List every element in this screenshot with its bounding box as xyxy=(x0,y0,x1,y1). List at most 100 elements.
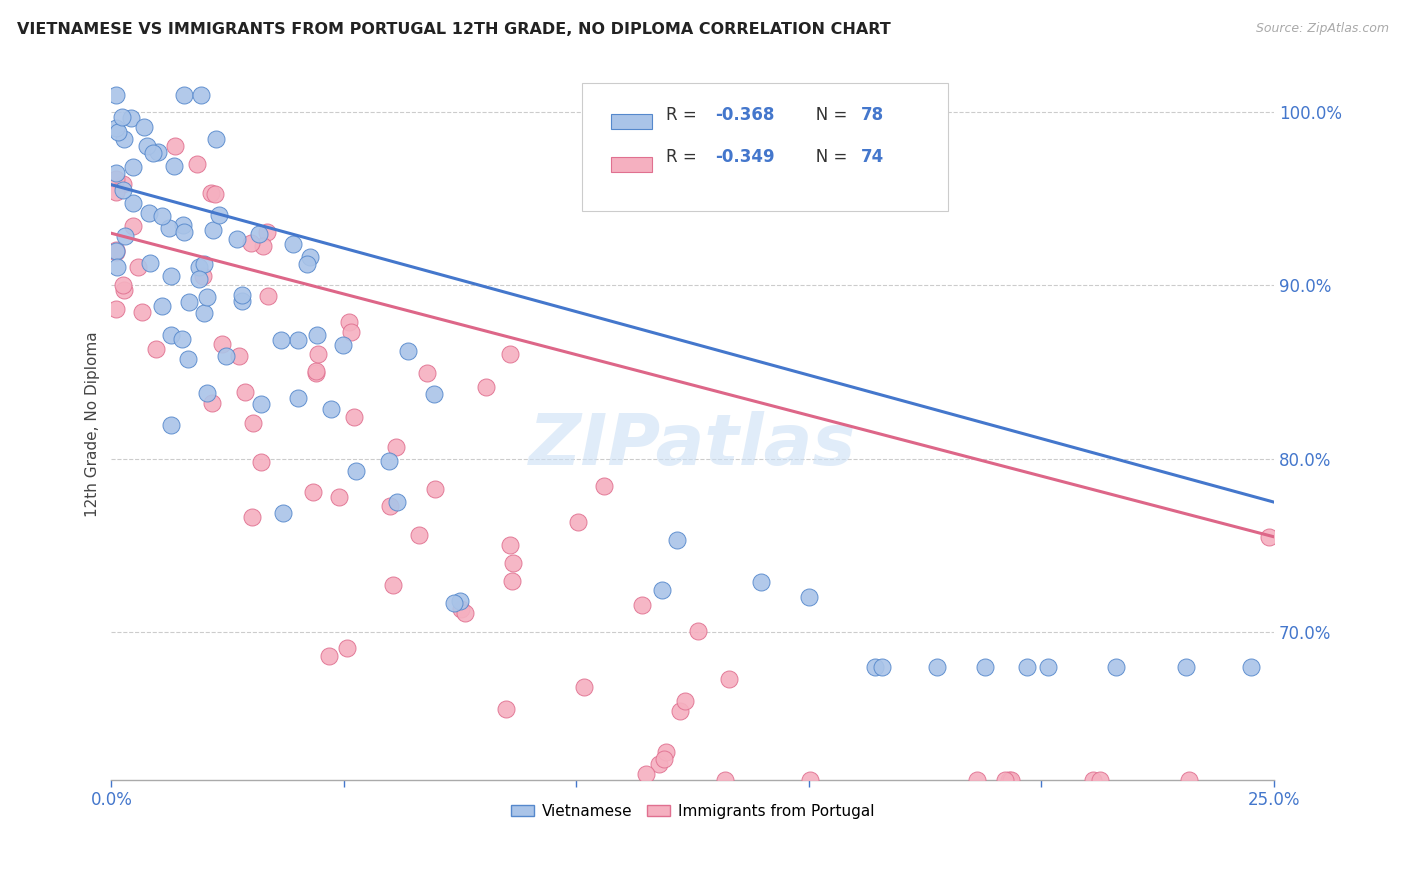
Point xyxy=(172,218,194,232)
Point xyxy=(205,132,228,146)
Point xyxy=(105,301,128,316)
Point xyxy=(863,660,886,674)
Point xyxy=(121,196,143,211)
Point xyxy=(652,752,675,766)
Text: 78: 78 xyxy=(862,106,884,124)
Y-axis label: 12th Grade, No Diploma: 12th Grade, No Diploma xyxy=(86,331,100,516)
Point xyxy=(187,272,209,286)
Point xyxy=(193,305,215,319)
Point xyxy=(256,225,278,239)
Point xyxy=(105,244,128,258)
Point xyxy=(1174,660,1197,674)
Point xyxy=(242,416,264,430)
Point xyxy=(105,186,128,200)
Point xyxy=(200,186,222,200)
Point xyxy=(112,284,135,298)
Point xyxy=(714,772,737,787)
Point xyxy=(378,454,401,468)
Point xyxy=(870,660,893,674)
Point xyxy=(423,483,446,497)
Point xyxy=(1015,660,1038,674)
Point xyxy=(297,257,319,271)
Point xyxy=(1088,772,1111,787)
Point xyxy=(631,598,654,612)
Point xyxy=(318,648,340,663)
Point xyxy=(450,601,472,615)
Point xyxy=(1258,530,1281,544)
Point xyxy=(177,351,200,366)
Point xyxy=(1036,660,1059,674)
Point xyxy=(271,506,294,520)
FancyBboxPatch shape xyxy=(612,114,652,129)
Point xyxy=(114,229,136,244)
Point xyxy=(302,484,325,499)
Point xyxy=(443,597,465,611)
Point xyxy=(384,440,406,454)
Point xyxy=(337,315,360,329)
Point xyxy=(651,583,673,598)
Point xyxy=(131,305,153,319)
Point xyxy=(111,111,134,125)
Point xyxy=(666,533,689,547)
Point xyxy=(112,132,135,146)
Point xyxy=(105,172,128,186)
Point xyxy=(567,515,589,529)
Point xyxy=(105,243,128,257)
FancyBboxPatch shape xyxy=(612,156,652,171)
Text: ZIPatlas: ZIPatlas xyxy=(529,411,856,480)
Point xyxy=(111,277,134,292)
Point xyxy=(636,767,658,781)
Point xyxy=(717,672,740,686)
Point xyxy=(200,396,222,410)
Point xyxy=(240,510,263,524)
Point xyxy=(233,385,256,400)
Point xyxy=(120,111,142,125)
Point xyxy=(669,704,692,718)
Point xyxy=(966,772,988,787)
Point xyxy=(385,495,408,509)
Point xyxy=(453,606,475,620)
Point xyxy=(973,660,995,674)
Point xyxy=(378,500,401,514)
Point xyxy=(382,577,405,591)
Point xyxy=(998,772,1021,787)
Point xyxy=(173,225,195,239)
Point xyxy=(686,624,709,639)
Point xyxy=(231,294,253,309)
Point xyxy=(332,338,354,352)
Point xyxy=(135,138,157,153)
Point xyxy=(474,380,496,394)
Text: R =: R = xyxy=(666,148,702,167)
Point xyxy=(252,239,274,253)
Point xyxy=(408,528,430,542)
Point xyxy=(281,237,304,252)
Point xyxy=(287,391,309,405)
Point xyxy=(299,250,322,264)
Point xyxy=(177,295,200,310)
Point xyxy=(797,591,820,605)
Point xyxy=(499,347,522,361)
FancyBboxPatch shape xyxy=(582,83,949,211)
Point xyxy=(159,417,181,432)
Point xyxy=(148,145,170,160)
Point xyxy=(159,327,181,342)
Point xyxy=(751,574,773,589)
Point xyxy=(1240,660,1263,674)
Point xyxy=(499,538,522,552)
Point xyxy=(111,177,134,191)
Text: 74: 74 xyxy=(862,148,884,167)
Point xyxy=(122,160,145,174)
Point xyxy=(142,145,165,160)
Point xyxy=(105,244,128,259)
Point xyxy=(204,187,226,202)
Point xyxy=(396,343,419,358)
Point xyxy=(111,183,134,197)
Point xyxy=(344,464,367,478)
Point xyxy=(215,349,238,363)
Point xyxy=(574,680,596,694)
Point xyxy=(173,87,195,102)
Point xyxy=(187,260,209,275)
Point xyxy=(249,227,271,242)
Point xyxy=(336,641,359,656)
Point xyxy=(228,349,250,363)
